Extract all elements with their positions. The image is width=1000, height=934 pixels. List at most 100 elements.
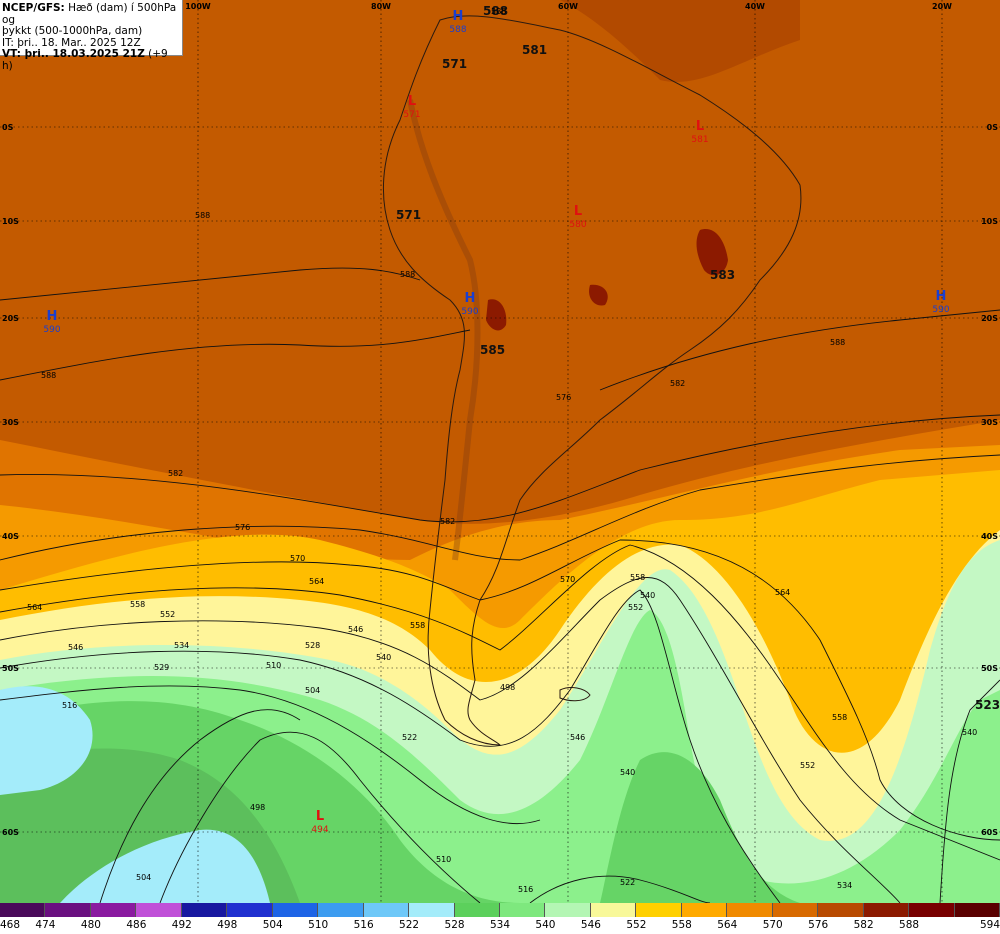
legend-label: 504 — [262, 919, 283, 931]
contour-label: 588 — [830, 338, 845, 347]
pressure-center-value: 494 — [311, 825, 328, 835]
legend-swatch — [909, 903, 955, 917]
high-pressure-marker: H — [453, 9, 464, 24]
legend-swatch — [545, 903, 591, 917]
south-america-outline — [383, 15, 802, 746]
legend-swatch — [818, 903, 864, 917]
contour-label: 540 — [962, 728, 977, 737]
legend-label: 492 — [171, 919, 192, 931]
legend-swatch — [0, 903, 46, 917]
right-tick: 0S — [987, 123, 999, 132]
top-tick: 80W — [371, 2, 391, 11]
legend-swatch — [954, 903, 1000, 917]
pressure-center-value: 588 — [449, 25, 466, 35]
legend-label: 468 — [0, 919, 21, 931]
isoline-label: 581 — [522, 43, 547, 57]
map-description: Hæð (dam) í 500hPa og — [2, 2, 177, 26]
contour-label: 558 — [130, 600, 145, 609]
contour-label: 588 — [400, 270, 415, 279]
top-tick: 100W — [185, 2, 211, 11]
contour-label: 552 — [800, 761, 815, 770]
band-588-cell-3 — [589, 284, 608, 306]
falklands — [559, 687, 591, 702]
legend-label: 540 — [535, 919, 556, 931]
band-522-south — [60, 829, 270, 903]
isoline-label: 571 — [396, 208, 421, 222]
top-ticks: 100W 80W 60W 40W 20W — [185, 2, 952, 11]
contour-label: 516 — [62, 701, 77, 710]
legend-swatch — [772, 903, 819, 917]
legend-label: 594 — [979, 919, 1000, 931]
contour-label: 540 — [620, 768, 635, 777]
contour-label: 588 — [491, 7, 506, 16]
legend-label: 570 — [762, 919, 783, 931]
high-pressure-marker: H — [47, 309, 58, 324]
contour-label: 558 — [630, 573, 645, 582]
low-pressure-marker: L — [316, 809, 324, 824]
low-pressure-marker: L — [696, 119, 704, 134]
contour-label: 516 — [518, 885, 533, 894]
color-legend: 468 474 480 486 492 498 504 510 516 522 528 534 540 5… — [0, 903, 1000, 934]
left-tick: 60S — [2, 828, 19, 837]
high-pressure-marker: H — [465, 291, 476, 306]
right-tick: 50S — [981, 664, 998, 673]
isoline-label: 583 — [710, 268, 735, 282]
left-tick: 30S — [2, 418, 19, 427]
right-tick: 40S — [981, 532, 998, 541]
contour-label: 522 — [402, 733, 417, 742]
legend-swatch — [363, 903, 410, 917]
graticule — [0, 0, 1000, 903]
contour-labels: 588 588 588 588 588 582 582 582 576 576 570 570 564 5… — [27, 7, 977, 894]
legend-label: 582 — [853, 919, 874, 931]
left-tick: 10S — [2, 217, 19, 226]
left-tick: 0S — [2, 123, 14, 132]
legend-label: 528 — [444, 919, 465, 931]
legend-swatch — [136, 903, 182, 917]
low-pressure-marker: L — [574, 204, 582, 219]
top-tick: 40W — [745, 2, 765, 11]
big-labels: 588 571 581 571 583 585 523 — [396, 4, 1000, 712]
legend-swatch — [272, 903, 319, 917]
contour-label: 576 — [556, 393, 571, 402]
band-588-cell-2 — [486, 299, 507, 331]
pressure-center-value: 580 — [569, 220, 586, 230]
contour-label: 540 — [376, 653, 391, 662]
right-tick: 30S — [981, 418, 998, 427]
contour-label: 558 — [832, 713, 847, 722]
map-description-2: þykkt (500-1000hPa, dam) — [2, 25, 143, 38]
low-pressure-marker: L — [408, 94, 416, 109]
legend-swatch — [45, 903, 91, 917]
right-tick: 20S — [981, 314, 998, 323]
legend-swatch — [227, 903, 273, 917]
legend-label: 558 — [671, 919, 692, 931]
left-ticks: 0S 10S 20S 30S 40S 50S 60S — [2, 123, 19, 837]
contour-label: 564 — [775, 588, 790, 597]
contour-label: 522 — [620, 878, 635, 887]
andes-shading — [407, 99, 481, 561]
pressure-center-value: 590 — [932, 305, 949, 315]
contour-label: 534 — [174, 641, 189, 650]
legend-label: 498 — [217, 919, 238, 931]
legend-swatch — [409, 903, 455, 917]
legend-label: 576 — [808, 919, 829, 931]
contour-label: 582 — [440, 517, 455, 526]
contour-label: 546 — [348, 625, 363, 634]
legend-swatch — [90, 903, 137, 917]
legend-label: 534 — [489, 919, 511, 931]
legend-swatch — [636, 903, 682, 917]
contour-label: 510 — [266, 661, 281, 670]
top-tick: 60W — [558, 2, 578, 11]
contour-label: 529 — [154, 663, 169, 672]
contour-label: 552 — [160, 610, 175, 619]
model-name: NCEP/GFS: — [2, 2, 65, 14]
contour-label: 540 — [640, 591, 655, 600]
pressure-center-value: 581 — [691, 135, 708, 145]
legend-label: 510 — [308, 919, 329, 931]
weather-map: 100W 80W 60W 40W 20W 0S 10S 20S 30S 40S … — [0, 0, 1000, 903]
pressure-center-value: 571 — [403, 110, 420, 120]
contour-label: 576 — [235, 523, 250, 532]
left-tick: 20S — [2, 314, 19, 323]
contour-label: 582 — [670, 379, 685, 388]
contour-label: 582 — [168, 469, 183, 478]
